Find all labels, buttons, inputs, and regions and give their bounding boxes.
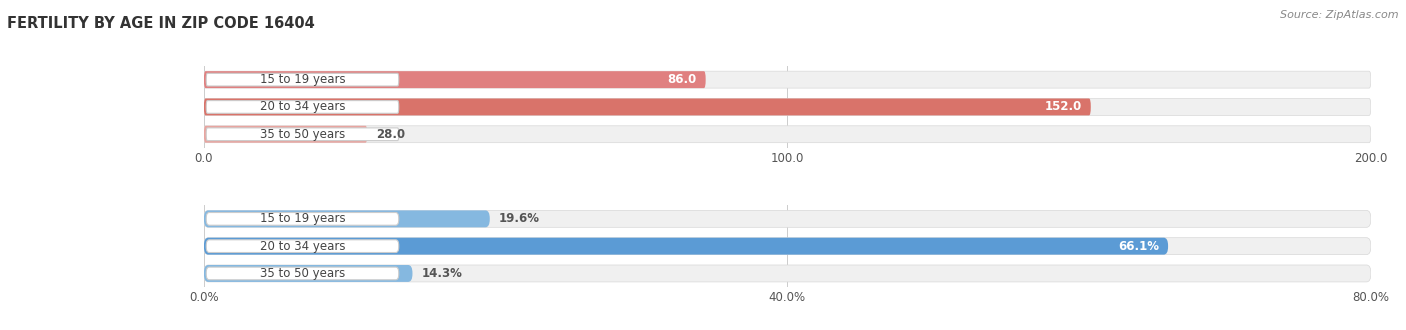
Text: 15 to 19 years: 15 to 19 years [260, 213, 346, 225]
Text: 28.0: 28.0 [377, 128, 406, 141]
FancyBboxPatch shape [207, 267, 399, 280]
Text: 35 to 50 years: 35 to 50 years [260, 267, 344, 280]
Text: 15 to 19 years: 15 to 19 years [260, 73, 346, 86]
FancyBboxPatch shape [204, 71, 1371, 88]
Text: 14.3%: 14.3% [422, 267, 463, 280]
Text: 19.6%: 19.6% [499, 213, 540, 225]
Text: 20 to 34 years: 20 to 34 years [260, 240, 346, 253]
FancyBboxPatch shape [207, 240, 399, 252]
Text: 152.0: 152.0 [1045, 100, 1081, 114]
FancyBboxPatch shape [204, 71, 706, 88]
FancyBboxPatch shape [207, 73, 399, 86]
FancyBboxPatch shape [207, 128, 399, 141]
FancyBboxPatch shape [204, 238, 1371, 255]
Text: 66.1%: 66.1% [1118, 240, 1159, 253]
FancyBboxPatch shape [204, 265, 1371, 282]
FancyBboxPatch shape [207, 101, 399, 113]
FancyBboxPatch shape [204, 238, 1168, 255]
FancyBboxPatch shape [204, 211, 1371, 227]
Text: 86.0: 86.0 [666, 73, 696, 86]
FancyBboxPatch shape [207, 213, 399, 225]
FancyBboxPatch shape [204, 98, 1091, 115]
Text: FERTILITY BY AGE IN ZIP CODE 16404: FERTILITY BY AGE IN ZIP CODE 16404 [7, 16, 315, 31]
FancyBboxPatch shape [204, 98, 1371, 115]
Text: Source: ZipAtlas.com: Source: ZipAtlas.com [1281, 10, 1399, 20]
FancyBboxPatch shape [204, 211, 489, 227]
Text: 35 to 50 years: 35 to 50 years [260, 128, 344, 141]
FancyBboxPatch shape [204, 126, 367, 143]
FancyBboxPatch shape [204, 265, 412, 282]
FancyBboxPatch shape [204, 126, 1371, 143]
Text: 20 to 34 years: 20 to 34 years [260, 100, 346, 114]
